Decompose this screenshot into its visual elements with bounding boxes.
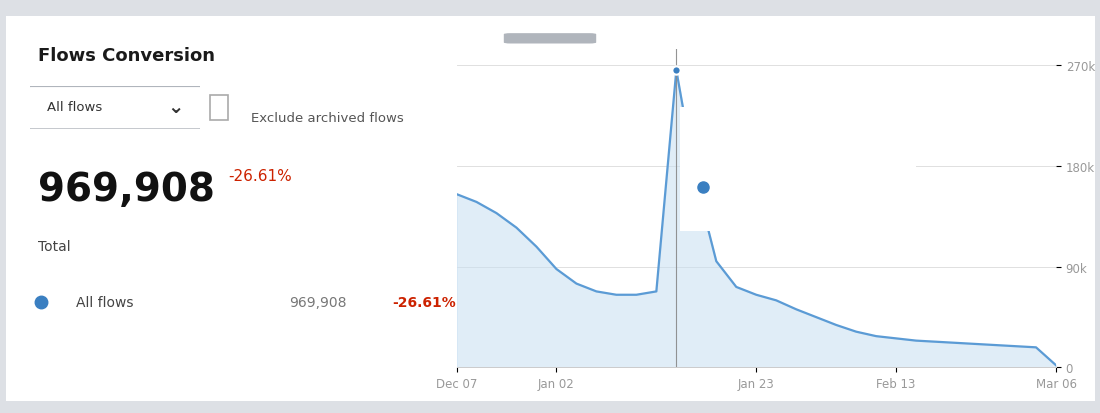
Text: Exclude archived flows: Exclude archived flows bbox=[251, 112, 404, 125]
Text: 969,908: 969,908 bbox=[39, 170, 214, 208]
Text: All flows: All flows bbox=[46, 101, 102, 114]
Text: All flows: All flows bbox=[76, 296, 134, 310]
Text: ⋮: ⋮ bbox=[1043, 51, 1067, 75]
Text: 969,908: 969,908 bbox=[288, 296, 346, 310]
FancyBboxPatch shape bbox=[0, 13, 1100, 404]
Text: -26.61%: -26.61% bbox=[229, 168, 293, 183]
Text: 265718: 265718 bbox=[852, 181, 903, 195]
FancyBboxPatch shape bbox=[673, 104, 923, 235]
Text: Total: Total bbox=[39, 239, 70, 253]
Text: Flows Conversion: Flows Conversion bbox=[39, 47, 216, 65]
FancyBboxPatch shape bbox=[504, 34, 596, 45]
FancyBboxPatch shape bbox=[210, 96, 228, 121]
Text: -26.61%: -26.61% bbox=[392, 296, 455, 310]
Text: Jan 09: Jan 09 bbox=[704, 130, 755, 145]
Text: ⌄: ⌄ bbox=[167, 98, 183, 117]
FancyBboxPatch shape bbox=[24, 87, 206, 130]
Text: Active on site: Active on site bbox=[741, 181, 832, 195]
